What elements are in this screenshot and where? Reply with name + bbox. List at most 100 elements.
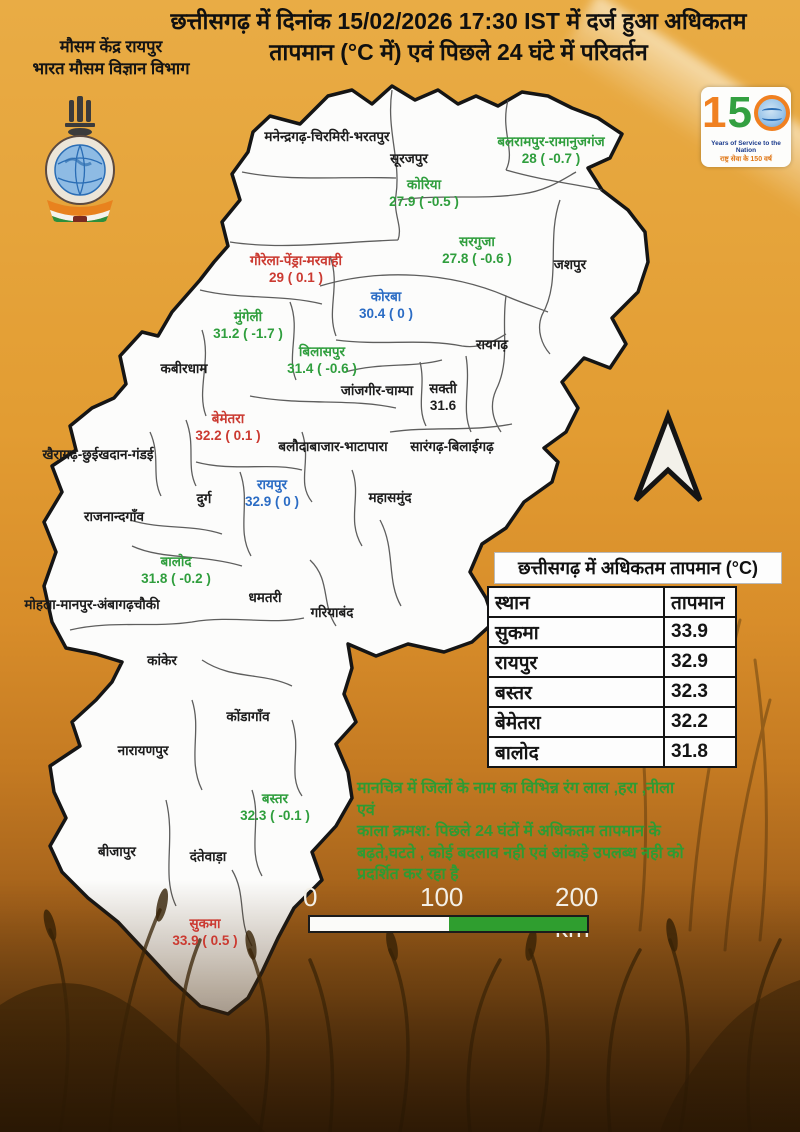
district-name: सारंगढ़-बिलाईगढ़: [410, 439, 494, 454]
district-name: कोरिया: [406, 177, 442, 192]
cell-temp: 33.9: [663, 616, 737, 648]
page-title-line1: छत्तीसगढ़ में दिनांक 15/02/2026 17:30 IS…: [170, 8, 747, 34]
district-label: राजनान्दगाँव: [84, 508, 144, 525]
district-name: राजनान्दगाँव: [84, 509, 144, 524]
district-label: धमतरी: [248, 589, 281, 606]
district-label: नारायणपुर: [118, 742, 169, 759]
cell-location: रायपुर: [487, 646, 665, 678]
district-name: जशपुर: [553, 257, 587, 272]
district-label: सूरजपुर: [390, 150, 428, 167]
max-temp-table: स्थान तापमान सुकमा 33.9 रायपुर 32.9 बस्त…: [487, 586, 737, 768]
district-name: बेमेतरा: [211, 411, 245, 426]
state-boundary: [42, 84, 650, 1016]
page-title-line2: तापमान (°C में) एवं पिछले 24 घंटे में पर…: [269, 39, 648, 65]
district-name: गरियाबंद: [310, 605, 354, 620]
scalebar-label-100: 100: [420, 882, 464, 912]
logo150-digit-1: 1: [702, 88, 727, 137]
district-name: कांकेर: [147, 653, 177, 668]
cell-temp: 32.3: [663, 676, 737, 708]
district-temp-value: 31.6: [429, 398, 457, 413]
district-name: कोंडागाँव: [226, 709, 270, 724]
cell-location: सुकमा: [487, 616, 665, 648]
imd-logo: [45, 96, 115, 222]
district-name: मुंगेली: [233, 309, 263, 324]
district-name: कबीरधाम: [160, 361, 208, 376]
district-temp-value: 28 ( -0.7 ): [521, 151, 581, 166]
district-label: कांकेर: [147, 652, 177, 669]
district-temp-value: 31.2 ( -1.7 ): [213, 326, 283, 341]
district-label: सरगुजा 27.8 ( -0.6 ): [442, 233, 512, 267]
logo150-globe-icon: [753, 95, 790, 131]
district-name: खैरागढ़-छुईखदान-गंडई: [42, 447, 154, 462]
scalebar-segment-green: [448, 917, 587, 931]
note-line: काला क्रमश: पिछले 24 घंटों में अधिकतम ता…: [357, 823, 661, 840]
col-header-temp: तापमान: [663, 586, 737, 618]
district-label: दुर्ग: [197, 490, 212, 507]
district-temp-value: 27.9 ( -0.5 ): [389, 194, 459, 209]
district-name: धमतरी: [248, 590, 282, 605]
district-temp-value: 32.2 ( 0.1 ): [195, 428, 261, 443]
district-label: कबीरधाम: [161, 360, 208, 377]
district-label: कोरबा 30.4 ( 0 ): [359, 288, 413, 322]
ashoka-emblem-icon: [65, 96, 95, 136]
district-label: मुंगेली 31.2 ( -1.7 ): [213, 308, 283, 342]
logo150-digit-5: 5: [727, 88, 752, 137]
district-name: बलरामपुर-रामानुजगंज: [497, 134, 605, 149]
table-header-row: स्थान तापमान: [487, 586, 737, 618]
district-name: सक्ती: [429, 381, 457, 396]
table-row: रायपुर 32.9: [487, 646, 737, 678]
district-name: गौरेला-पेंड्रा-मरवाही: [250, 253, 342, 268]
cell-temp: 31.8: [663, 736, 737, 768]
district-name: कोरबा: [370, 289, 402, 304]
table-row: बालोद 31.8: [487, 736, 737, 768]
district-name: मनेन्द्रगढ़-चिरमिरी-भरतपुर: [264, 129, 390, 144]
district-label: कोंडागाँव: [226, 708, 269, 725]
district-name: बिलासपुर: [298, 344, 346, 359]
page-title: छत्तीसगढ़ में दिनांक 15/02/2026 17:30 IS…: [125, 6, 792, 68]
scalebar-label-200: 200 km: [555, 882, 599, 943]
agency-line2: भारत मौसम विज्ञान विभाग: [32, 60, 190, 78]
district-label: सुकमा 33.9 ( 0.5 ): [172, 915, 237, 949]
agency-name: मौसम केंद्र रायपुर भारत मौसम विज्ञान विभ…: [6, 36, 216, 80]
district-temp-value: 27.8 ( -0.6 ): [442, 251, 512, 266]
table-title: छत्तीसगढ़ में अधिकतम तापमान (°C): [494, 552, 782, 584]
cell-temp: 32.2: [663, 706, 737, 738]
district-name: बीजापुर: [98, 844, 136, 859]
scalebar: [308, 915, 589, 933]
agency-line1: मौसम केंद्र रायपुर: [59, 38, 163, 56]
district-label: बलरामपुर-रामानुजगंज 28 ( -0.7 ): [497, 133, 604, 167]
scalebar-labels: 0 100 200 km: [300, 882, 620, 943]
table-row: बेमेतरा 32.2: [487, 706, 737, 738]
scalebar-label-0: 0: [303, 882, 318, 912]
district-label: बस्तर 32.3 ( -0.1 ): [240, 790, 310, 824]
district-label: गरियाबंद: [311, 604, 354, 621]
col-header-location: स्थान: [487, 586, 665, 618]
district-temp-value: 29 ( 0.1 ): [268, 270, 324, 285]
district-name: सुकमा: [189, 916, 221, 931]
district-temp-value: 30.4 ( 0 ): [358, 306, 414, 321]
district-label: बिलासपुर 31.4 ( -0.6 ): [287, 343, 357, 377]
district-name: रायपुर: [256, 477, 288, 492]
scalebar-segment-white: [310, 917, 449, 931]
district-temp-value: 31.4 ( -0.6 ): [287, 361, 357, 376]
district-name: बालोद: [160, 554, 192, 569]
district-name: बस्तर: [261, 791, 289, 806]
district-label: बालोद 31.8 ( -0.2 ): [141, 553, 211, 587]
table-row: सुकमा 33.9: [487, 616, 737, 648]
district-name: महासमुंद: [368, 490, 412, 505]
north-arrow-icon: [633, 408, 703, 502]
district-temp-value: 31.8 ( -0.2 ): [141, 571, 211, 586]
note-line: प्रदर्शित कर रहा है: [357, 866, 459, 883]
district-label: दंतेवाड़ा: [190, 848, 227, 865]
district-label: बीजापुर: [98, 843, 136, 860]
district-name: दंतेवाड़ा: [189, 849, 227, 864]
district-temp-value: 32.3 ( -0.1 ): [240, 808, 310, 823]
district-name: नारायणपुर: [117, 743, 169, 758]
district-label: महासमुंद: [368, 489, 411, 506]
district-name: जांजगीर-चाम्पा: [340, 383, 414, 398]
cell-location: बेमेतरा: [487, 706, 665, 738]
district-label: मनेन्द्रगढ़-चिरमिरी-भरतपुर: [264, 128, 389, 145]
district-label: गौरेला-पेंड्रा-मरवाही 29 ( 0.1 ): [250, 252, 342, 286]
district-name: मोहला-मानपुर-अंबागढ़चौकी: [24, 597, 160, 612]
district-label: मोहला-मानपुर-अंबागढ़चौकी: [24, 596, 159, 613]
